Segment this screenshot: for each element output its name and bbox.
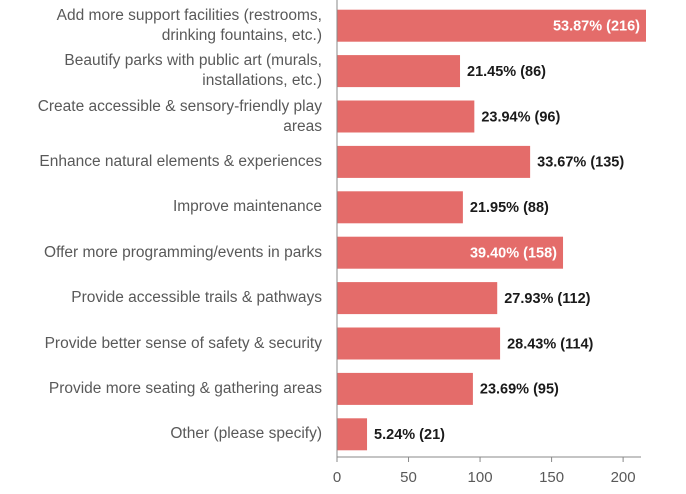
data-label: 28.43% (114) <box>507 336 593 352</box>
data-label: 33.67% (135) <box>537 155 624 171</box>
bar <box>337 418 368 451</box>
bar <box>337 236 564 269</box>
data-label: 21.45% (86) <box>467 64 546 80</box>
category-label: Provide more seating & gathering areas <box>48 379 322 397</box>
bar <box>337 191 463 224</box>
category-label: Other (please specify) <box>170 425 322 443</box>
category-label: Provide better sense of safety & securit… <box>44 334 322 352</box>
x-tick-label: 150 <box>539 469 564 486</box>
category-label: Create accessible & sensory-friendly pla… <box>37 97 322 135</box>
data-label: 23.94% (96) <box>481 109 560 125</box>
bar <box>337 372 473 405</box>
data-label: 23.69% (95) <box>480 382 559 398</box>
data-label: 21.95% (88) <box>470 200 549 216</box>
x-tick-label: 0 <box>333 469 341 486</box>
x-tick-label: 50 <box>400 469 417 486</box>
category-label: Improve maintenance <box>172 198 322 216</box>
bar <box>337 100 475 133</box>
bar <box>337 327 501 360</box>
bar <box>337 55 461 88</box>
data-label: 39.40% (158) <box>470 246 557 262</box>
x-tick-label: 200 <box>611 469 636 486</box>
x-tick-label: 100 <box>468 469 493 486</box>
category-label: Provide accessible trails & pathways <box>71 289 322 307</box>
data-label: 5.24% (21) <box>374 427 445 443</box>
data-label: 27.93% (112) <box>504 291 590 307</box>
bar <box>337 282 498 315</box>
data-label: 53.87% (216) <box>553 19 640 35</box>
bar <box>337 145 531 178</box>
category-label: Enhance natural elements & experiences <box>39 152 322 170</box>
category-label: Beautify parks with public art (murals, … <box>64 52 322 90</box>
bar <box>337 9 646 42</box>
category-label: Offer more programming/events in parks <box>44 243 322 261</box>
category-label: Add more support facilities (restrooms, … <box>56 6 322 44</box>
